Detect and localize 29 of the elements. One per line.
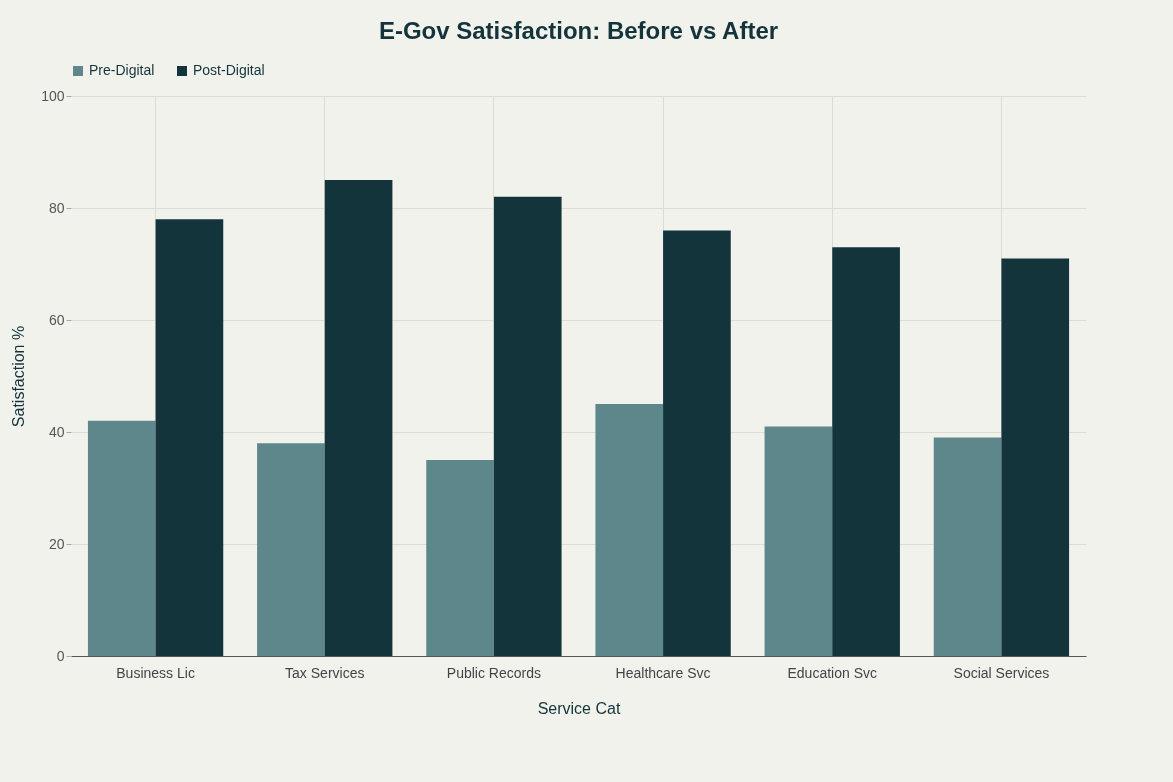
bar [663, 230, 731, 656]
x-tick-label: Education Svc [787, 664, 877, 681]
bar [933, 437, 1002, 656]
bar [764, 426, 833, 656]
bar [595, 404, 664, 656]
y-tick-label: 60 [48, 311, 65, 328]
y-tick-label: 40 [48, 423, 65, 440]
bar [155, 219, 224, 656]
legend-label: Pre-Digital [89, 62, 155, 78]
bar [87, 420, 156, 656]
chart-title: E-Gov Satisfaction: Before vs After [378, 17, 779, 44]
y-tick-label: 20 [48, 535, 65, 552]
bar [832, 247, 900, 656]
legend-label: Post-Digital [193, 62, 265, 78]
x-tick-label: Healthcare Svc [615, 664, 711, 681]
x-tick-label: Social Services [953, 664, 1050, 681]
y-axis-title: Satisfaction % [10, 325, 28, 428]
x-tick-label: Public Records [446, 664, 541, 681]
x-tick-label: Tax Services [285, 664, 365, 681]
bar [1001, 258, 1070, 656]
x-axis-title: Service Cat [537, 699, 621, 717]
y-tick-label: 100 [41, 87, 65, 104]
y-tick-label: 80 [48, 199, 65, 216]
bar [493, 196, 562, 656]
x-tick-label: Business Lic [116, 664, 195, 681]
bar [324, 180, 393, 656]
bar [257, 443, 325, 656]
bar [426, 460, 494, 656]
y-tick-label: 0 [56, 647, 65, 664]
